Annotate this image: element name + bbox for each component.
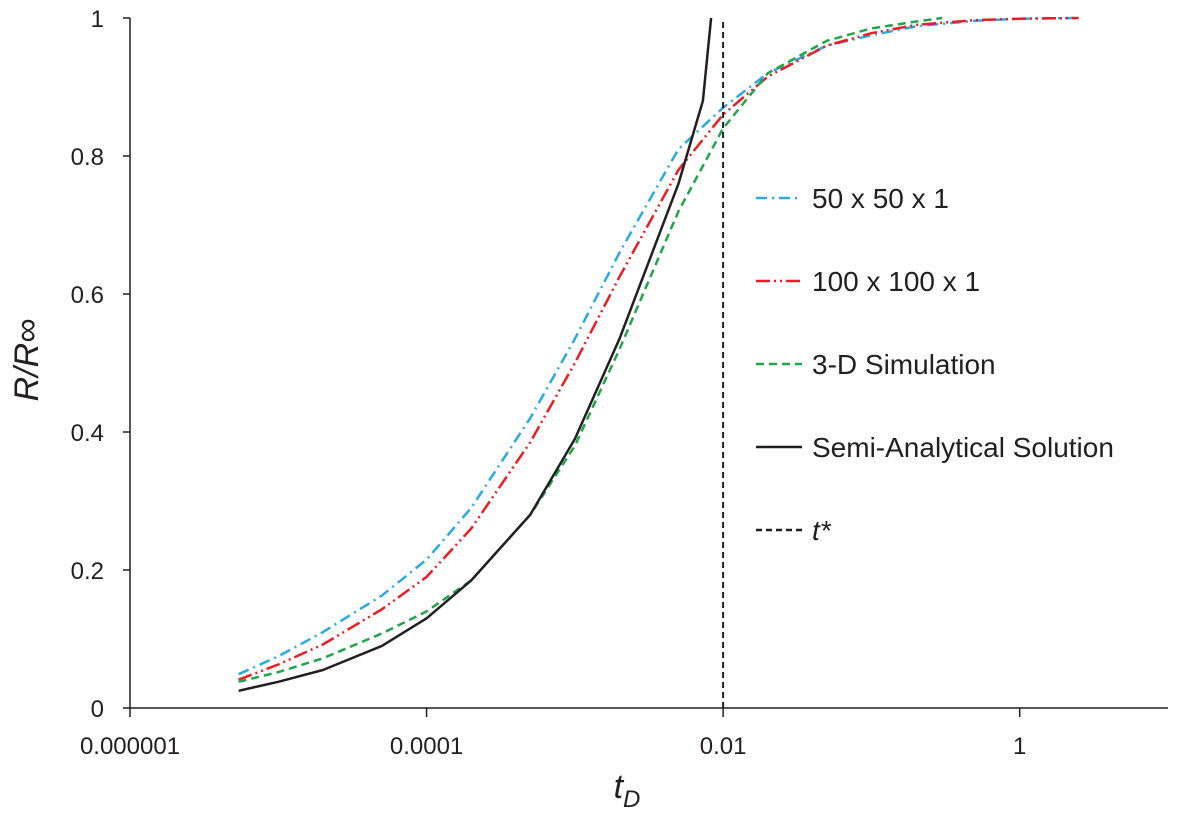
x-tick-label: 0.01 [700, 733, 747, 760]
legend: 50 x 50 x 1 100 x 100 x 1 3-D Simulation Se… [756, 183, 1114, 546]
y-axis-title: R/R∞ [8, 319, 46, 402]
series-line-1 [238, 16, 1079, 676]
series-group [238, 16, 1079, 708]
x-tick-label: 1 [1013, 733, 1026, 760]
x-tick-label: 0.0001 [390, 733, 463, 760]
x-axis-title-sub: D [623, 786, 640, 813]
y-tick-label: 0.4 [71, 420, 104, 447]
y-tick-label: 0.2 [71, 558, 104, 585]
legend-label: Semi-Analytical Solution [812, 432, 1114, 463]
series-line-3 [238, 16, 943, 684]
x-axis-title: tD [614, 768, 641, 813]
x-tick-labels: 0.000001 0.0001 0.01 1 [80, 733, 1026, 760]
axes [123, 17, 1168, 717]
y-tick-label: 0 [91, 696, 104, 723]
legend-label: t* [812, 515, 832, 546]
y-tick-label: 1 [91, 6, 104, 33]
x-axis-title-main: t [614, 768, 625, 806]
x-tick-label: 0.000001 [80, 733, 180, 760]
y-tick-label: 0.8 [71, 144, 104, 171]
series-line-4 [238, 17, 713, 693]
legend-label: 100 x 100 x 1 [812, 266, 980, 297]
legend-label: 50 x 50 x 1 [812, 183, 949, 214]
y-tick-label: 0.6 [71, 282, 104, 309]
y-tick-labels: 0 0.2 0.4 0.6 0.8 1 [71, 6, 104, 723]
legend-label: 3-D Simulation [812, 349, 996, 380]
series-line-2 [238, 16, 1079, 681]
